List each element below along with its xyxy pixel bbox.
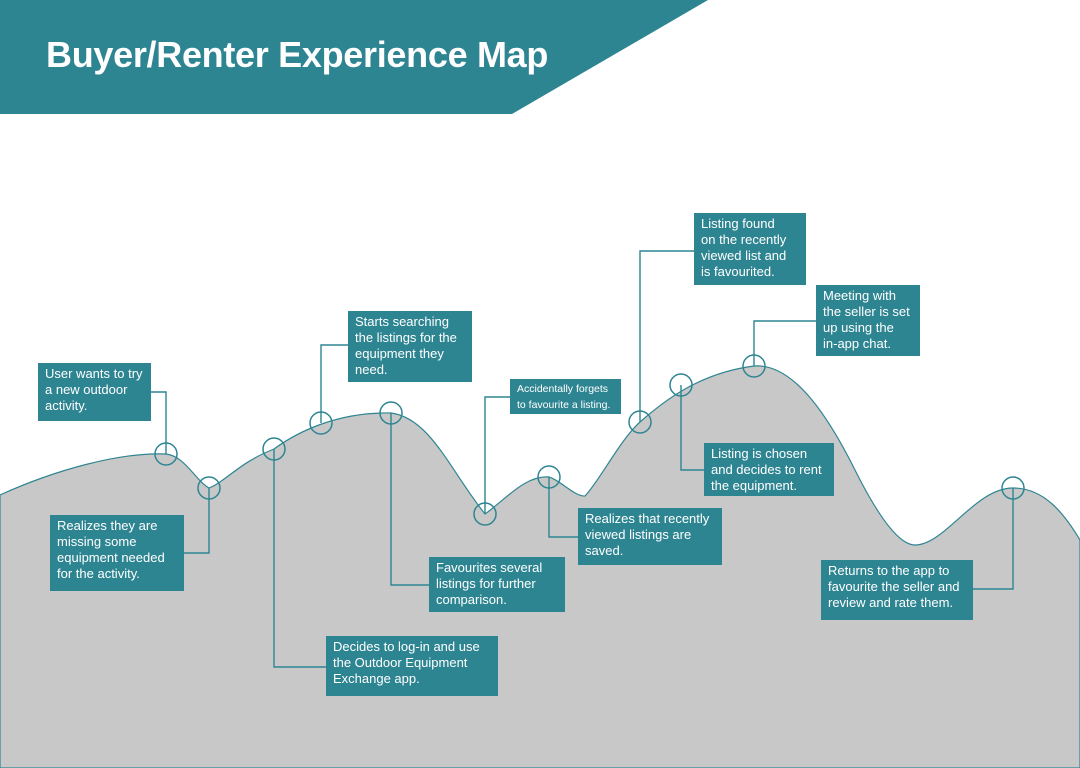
step-card-login: Decides to log-in and use the Outdoor Eq…	[326, 636, 498, 696]
step-card-recently-viewed: Realizes that recently viewed listings a…	[578, 508, 722, 565]
connector-line-meeting	[753, 320, 816, 366]
connector-line-login	[273, 449, 326, 668]
touchpoint-marker-forgets-favourite	[473, 502, 497, 526]
connector-line-listing-chosen	[680, 385, 704, 471]
touchpoint-marker-review	[1001, 476, 1025, 500]
connector-lines	[150, 250, 1014, 668]
step-card-listing-found: Listing found on the recently viewed lis…	[694, 213, 806, 285]
touchpoint-markers	[154, 354, 1025, 526]
header-banner	[0, 0, 708, 114]
touchpoint-marker-missing-equipment	[197, 476, 221, 500]
step-card-review: Returns to the app to favourite the sell…	[821, 560, 973, 620]
connector-line-forgets-favourite	[484, 396, 510, 514]
touchpoint-marker-login	[262, 437, 286, 461]
connector-line-search	[320, 344, 348, 423]
connector-line-missing-equipment	[183, 488, 210, 554]
step-card-listing-chosen: Listing is chosen and decides to rent th…	[704, 443, 834, 496]
touchpoint-marker-listing-found	[628, 410, 652, 434]
connector-line-review	[973, 488, 1014, 590]
step-card-search: Starts searching the listings for the eq…	[348, 311, 472, 382]
touchpoint-marker-meeting	[742, 354, 766, 378]
touchpoint-marker-search	[309, 411, 333, 435]
page-title: Buyer/Renter Experience Map	[46, 34, 549, 75]
step-card-forgets-favourite: Accidentally forgets to favourite a list…	[510, 379, 621, 414]
connector-line-favourites-several	[390, 413, 429, 586]
touchpoint-marker-recently-viewed	[537, 465, 561, 489]
touchpoint-marker-favourites-several	[379, 401, 403, 425]
connector-line-listing-found	[639, 250, 694, 422]
step-card-favourites-several: Favourites several listings for further …	[429, 557, 565, 612]
connector-line-try-activity	[150, 391, 167, 454]
step-card-meeting: Meeting with the seller is set up using …	[816, 285, 920, 356]
connector-line-recently-viewed	[548, 477, 578, 538]
step-card-missing-equipment: Realizes they are missing some equipment…	[50, 515, 184, 591]
touchpoint-marker-try-activity	[154, 442, 178, 466]
touchpoint-marker-listing-chosen	[669, 373, 693, 397]
step-card-try-activity: User wants to try a new outdoor activity…	[38, 363, 151, 421]
